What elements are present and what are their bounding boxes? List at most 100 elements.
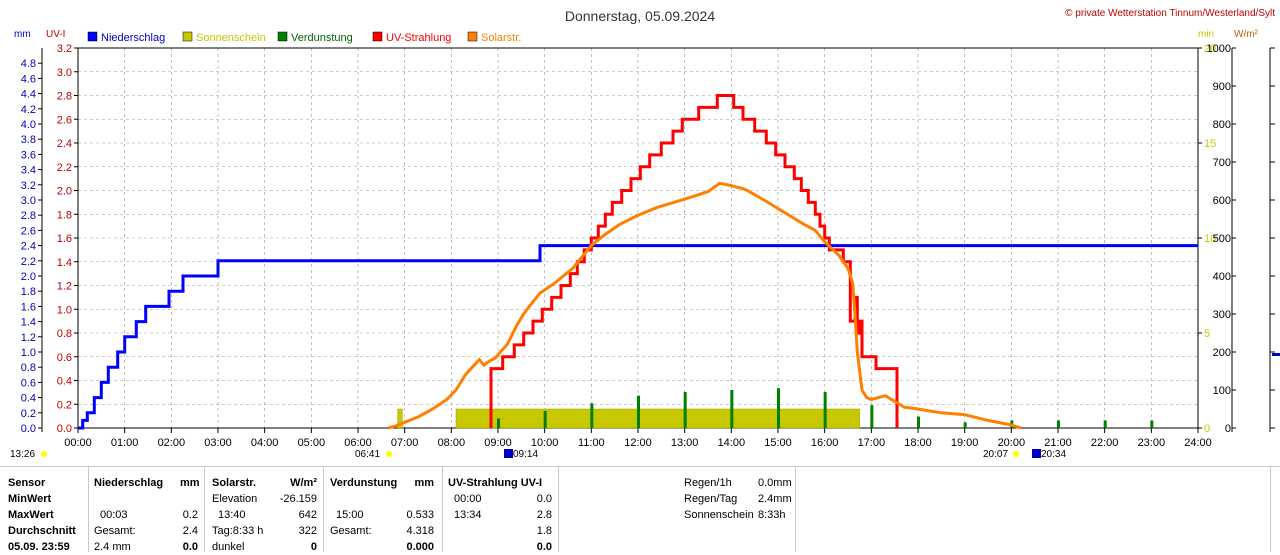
table-top-line	[0, 466, 1280, 467]
wm2-tick-label: 300	[1213, 309, 1231, 321]
wm2-tick-label: 1000	[1207, 43, 1231, 55]
stat-label: Regen/Tag	[684, 493, 738, 505]
mm-tick-label: 3.2	[21, 180, 36, 192]
mm-tick-label: 3.0	[21, 195, 36, 207]
x-tick-label: 12:00	[624, 437, 652, 449]
verdunstung-column: Verdunstung mm 15:00 0.533 Gesamt: 4.318 0.…	[330, 475, 434, 555]
mm-tick-label: 2.0	[21, 271, 36, 283]
evaporation-spike	[543, 410, 547, 428]
solar-min-label: Elevation	[212, 493, 258, 505]
unit-uvi-label: UV-I	[46, 29, 65, 40]
right-edge-line	[1270, 466, 1271, 552]
uvi-tick-label: 3.0	[57, 67, 72, 79]
solar-min-value: -26.159	[279, 493, 317, 505]
x-tick-label: 10:00	[531, 437, 559, 449]
uvi-tick-label: 1.0	[57, 304, 72, 316]
verd-sum-label: Gesamt:	[330, 525, 372, 537]
solar-head: Solarstr.	[212, 477, 257, 489]
table-sep	[204, 466, 205, 552]
uvi-tick-label: 0.0	[57, 423, 72, 435]
uv-last-b: 0.0	[536, 541, 552, 553]
table-sep	[442, 466, 443, 552]
evaporation-spike	[1150, 420, 1154, 428]
chart-plot-area	[78, 94, 1198, 430]
mm-tick-label: 2.2	[21, 256, 36, 268]
uvi-tick-label: 0.4	[57, 376, 72, 388]
mm-tick-label: 3.6	[21, 149, 36, 161]
mm-tick-label: 1.6	[21, 301, 36, 313]
mm-tick-label: 2.8	[21, 210, 36, 222]
mm-tick-label: 0.0	[21, 423, 36, 435]
mm-tick-label: 3.4	[21, 165, 36, 177]
evaporation-spike	[777, 388, 780, 428]
evaporation-spike	[590, 403, 594, 428]
legend-label: Solarstr.	[481, 32, 521, 44]
uv-start-label: 09:14	[513, 449, 538, 460]
evaporation-spike	[637, 395, 640, 428]
x-tick-label: 19:00	[951, 437, 979, 449]
evaporation-spike	[497, 418, 500, 428]
mm-tick-label: 2.4	[21, 241, 36, 253]
verd-unit: mm	[414, 477, 434, 489]
mm-tick-label: 0.4	[21, 393, 36, 405]
nieder-last-a: 2.4 mm	[94, 541, 131, 553]
x-tick-label: 04:00	[251, 437, 279, 449]
sunset-label: 20:07	[983, 449, 1008, 460]
legend-label: Niederschlag	[101, 32, 165, 44]
solar-max-value: 642	[298, 509, 317, 521]
table-sep	[323, 466, 324, 552]
x-tick-label: 18:00	[904, 437, 932, 449]
row-label-min: MinWert	[8, 493, 52, 505]
weather-chart: Donnerstag, 05.09.2024 © private Wetters…	[10, 8, 1280, 460]
wm2-tick-label: 0	[1225, 423, 1231, 435]
x-tick-label: 20:00	[998, 437, 1026, 449]
wm2-tick-label: 200	[1213, 347, 1231, 359]
nieder-unit: mm	[180, 477, 200, 489]
uvi-tick-label: 0.2	[57, 399, 72, 411]
row-label-max: MaxWert	[8, 509, 54, 521]
uvi-tick-label: 1.2	[57, 281, 72, 293]
uv-line	[489, 94, 899, 428]
verd-sum-value: 4.318	[406, 525, 434, 537]
stat-value: 0.0mm	[758, 477, 792, 489]
evaporation-spike	[917, 416, 920, 428]
x-tick-label: 13:00	[671, 437, 699, 449]
mm-tick-label: 4.0	[21, 119, 36, 131]
solar-last-b: 0	[310, 541, 317, 553]
stat-value: 2.4mm	[758, 493, 792, 505]
solar-last-a: dunkel	[212, 541, 245, 553]
uv-head: UV-Strahlung UV-I	[448, 477, 543, 489]
sunshine-bar	[397, 408, 403, 429]
uv-max-time: 13:34	[454, 509, 482, 521]
mm-tick-label: 4.2	[21, 104, 36, 116]
uv-min-value: 0.0	[536, 493, 552, 505]
legend-swatch	[182, 31, 193, 42]
niederschlag-column: Niederschlag mm 00:03 0.2 Gesamt: 2.4 2.4 m…	[94, 475, 200, 555]
row-label-avg: Durchschnitt	[8, 525, 76, 537]
uvi-tick-label: 3.2	[57, 43, 72, 55]
sunrise-sun-icon	[386, 451, 392, 457]
nieder-last-b: 0.0	[182, 541, 198, 553]
min-tick-label: 15	[1204, 138, 1216, 150]
uvi-tick-label: 1.6	[57, 233, 72, 245]
stat-value: 8:33h	[758, 509, 786, 521]
x-tick-label: 23:00	[1138, 437, 1166, 449]
mm-tick-label: 1.4	[21, 317, 36, 329]
chart-title: Donnerstag, 05.09.2024	[565, 8, 715, 24]
sun-markers: 13:26 06:41 09:14 20:07 20:34	[10, 449, 1066, 460]
nieder-sum-value: 2.4	[182, 525, 198, 537]
verd-last-b: 0.000	[406, 541, 434, 553]
x-tick-label: 08:00	[438, 437, 466, 449]
uvi-tick-label: 2.2	[57, 162, 72, 174]
legend-swatch	[372, 31, 383, 42]
mm-tick-label: 3.8	[21, 134, 36, 146]
stat-label: Sonnenschein	[684, 509, 754, 521]
sunrise-label: 06:41	[355, 449, 380, 460]
uv-column: UV-Strahlung UV-I 00:00 0.0 13:34 2.8 1.8 …	[448, 475, 552, 555]
legend-swatch	[87, 31, 98, 42]
uvi-tick-label: 2.6	[57, 114, 72, 126]
legend-swatch	[277, 31, 288, 42]
uvi-tick-label: 1.4	[57, 257, 72, 269]
x-tick-label: 17:00	[858, 437, 886, 449]
mm-tick-label: 1.0	[21, 347, 36, 359]
